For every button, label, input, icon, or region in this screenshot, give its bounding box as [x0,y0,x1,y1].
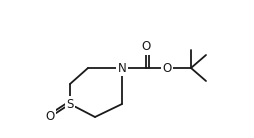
Text: O: O [141,40,151,54]
Text: O: O [162,62,172,75]
Text: O: O [45,111,55,124]
Text: N: N [118,62,126,75]
Text: S: S [66,98,74,111]
